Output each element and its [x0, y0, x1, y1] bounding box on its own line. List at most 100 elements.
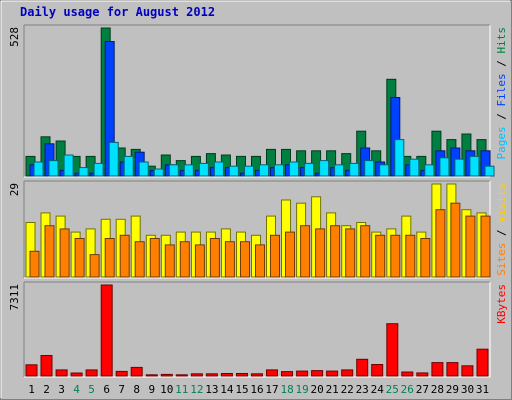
bar-sites-day-28: [435, 209, 446, 278]
bar-pages-day-1: [33, 161, 44, 177]
chart-title: Daily usage for August 2012: [20, 5, 215, 19]
bar-kbytes-day-24: [371, 364, 384, 377]
plot-area-hits: [24, 25, 490, 177]
bar-pages-day-18: [289, 161, 299, 177]
x-tick-day-11: 11: [175, 383, 188, 396]
bar-sites-day-3: [59, 228, 70, 278]
x-tick-day-27: 27: [416, 383, 429, 396]
bar-sites-day-24: [375, 234, 386, 278]
bar-pages-day-2: [48, 160, 59, 177]
bar-pages-day-11: [183, 164, 194, 177]
bar-sites-day-2: [44, 225, 55, 278]
bar-kbytes-day-17: [266, 369, 278, 377]
bar-sites-day-12: [194, 244, 205, 278]
legend-entry: /: [495, 54, 508, 74]
bar-kbytes-day-30: [461, 365, 474, 377]
panel-visits: 29 Sites / Visits: [8, 180, 508, 279]
bar-sites-day-22: [345, 228, 356, 278]
x-tick-day-28: 28: [431, 383, 444, 396]
x-tick-day-4: 4: [73, 383, 80, 396]
bar-kbytes-day-13: [205, 373, 218, 377]
bar-sites-day-8: [134, 241, 145, 278]
bar-sites-day-21: [330, 225, 341, 278]
legend-entry: Files: [495, 73, 508, 106]
bar-pages-day-16: [259, 164, 269, 177]
bar-kbytes-day-18: [281, 371, 293, 377]
bar-pages-day-8: [138, 161, 149, 177]
bar-sites-day-23: [360, 225, 371, 278]
bar-kbytes-day-9: [145, 374, 158, 377]
x-tick-day-12: 12: [190, 383, 203, 396]
x-axis-labels: 1 2 3 4 5 6 7 8 9 10 11 12 13 14 15 16 17 18 19 20 21 22 23 24 2…: [28, 383, 489, 396]
bar-sites-day-6: [104, 238, 115, 278]
x-tick-day-14: 14: [220, 383, 234, 396]
x-tick-day-21: 21: [326, 383, 339, 396]
x-tick-day-3: 3: [58, 383, 65, 396]
bar-sites-day-10: [164, 244, 175, 278]
legend-entry: /: [495, 223, 508, 243]
legend-entry: Hits: [495, 27, 508, 54]
bar-kbytes-day-25: [386, 323, 399, 377]
bar-sites-day-25: [390, 234, 401, 278]
bar-pages-day-29: [454, 158, 465, 177]
bar-kbytes-day-14: [220, 373, 233, 377]
bar-kbytes-day-19: [296, 370, 309, 377]
bar-pages-day-20: [319, 160, 330, 177]
bar-kbytes-day-4: [70, 372, 83, 377]
bar-sites-day-18: [285, 231, 295, 278]
bar-kbytes-day-1: [25, 364, 38, 377]
panel-kbytes: 7311 KBytes: [8, 281, 508, 378]
bar-pages-day-14: [228, 165, 239, 177]
bar-sites-day-30: [465, 215, 476, 278]
bar-kbytes-day-28: [431, 362, 444, 377]
x-tick-day-9: 9: [148, 383, 155, 396]
bar-kbytes-day-26: [401, 371, 414, 377]
bar-sites-day-26: [405, 234, 416, 278]
bar-pages-day-31: [484, 165, 495, 177]
bar-kbytes-day-12: [190, 373, 203, 377]
x-tick-day-5: 5: [88, 383, 95, 396]
bar-sites-day-29: [450, 202, 461, 278]
x-tick-day-16: 16: [250, 383, 263, 396]
x-tick-day-10: 10: [160, 383, 173, 396]
bar-pages-day-19: [304, 162, 315, 177]
legend-entry: /: [495, 107, 508, 127]
bar-kbytes-day-16: [251, 373, 263, 377]
bar-sites-day-9: [149, 238, 160, 278]
bar-sites-day-4: [74, 238, 85, 278]
bar-kbytes-day-22: [341, 369, 354, 377]
bar-pages-day-9: [153, 168, 164, 177]
x-tick-day-22: 22: [341, 383, 354, 396]
x-tick-day-1: 1: [28, 383, 35, 396]
bar-pages-day-28: [439, 157, 450, 177]
bar-kbytes-day-3: [55, 369, 68, 377]
legend-kbytes: KBytes: [495, 284, 508, 324]
bar-sites-day-20: [315, 228, 326, 278]
bar-pages-day-21: [334, 164, 345, 177]
x-tick-day-6: 6: [103, 383, 110, 396]
bar-pages-day-22: [349, 162, 360, 177]
bar-kbytes-day-27: [416, 372, 429, 377]
x-tick-day-15: 15: [235, 383, 248, 396]
bar-kbytes-day-21: [326, 370, 339, 377]
bar-pages-day-3: [63, 154, 74, 177]
bar-sites-day-31: [480, 215, 491, 278]
bar-kbytes-day-7: [115, 370, 128, 377]
bar-kbytes-day-23: [356, 358, 369, 377]
bar-pages-day-23: [364, 160, 375, 177]
bar-pages-day-30: [469, 155, 480, 177]
x-tick-day-18: 18: [280, 383, 293, 396]
bar-sites-day-17: [270, 234, 280, 278]
bar-sites-day-14: [224, 241, 235, 278]
x-tick-day-7: 7: [118, 383, 125, 396]
bar-kbytes-day-15: [236, 373, 248, 377]
bar-pages-day-24: [379, 164, 390, 177]
legend-entry: Visits: [495, 183, 508, 223]
bar-pages-day-7: [123, 155, 134, 177]
bar-sites-day-16: [255, 244, 265, 278]
bar-kbytes-day-6: [100, 284, 113, 377]
bar-kbytes-day-8: [130, 366, 143, 377]
x-tick-day-29: 29: [446, 383, 459, 396]
bar-pages-day-25: [394, 139, 405, 177]
